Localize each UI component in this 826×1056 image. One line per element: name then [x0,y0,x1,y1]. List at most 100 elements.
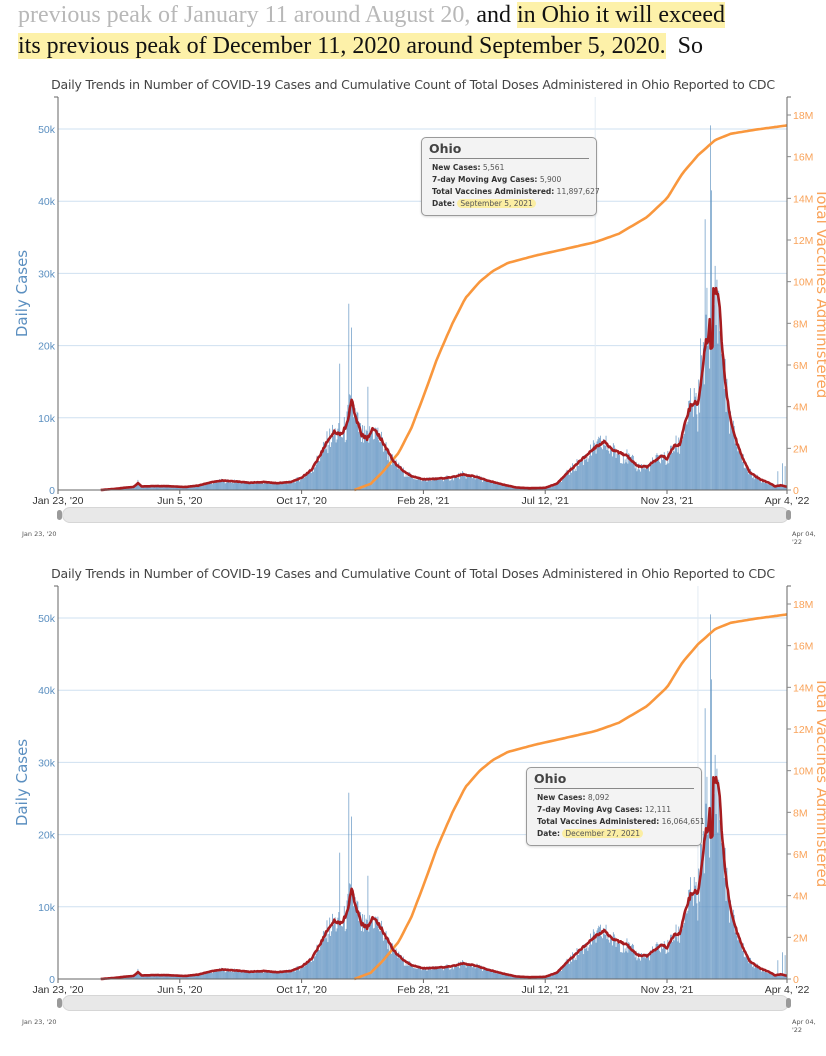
tooltip-new-cases: New Cases: 8,092 [534,792,694,804]
new-cases-bar [376,428,377,490]
range-slider-track[interactable] [62,507,789,523]
new-cases-bar [348,793,349,979]
range-slider-left-handle[interactable] [57,510,62,520]
new-cases-bar [319,461,320,490]
new-cases-bar [220,971,221,979]
new-cases-bar [417,480,418,490]
new-cases-bar [647,955,648,979]
new-cases-bar [715,755,716,979]
covid-chart-2[interactable]: Daily Trends in Number of COVID-19 Cases… [0,566,826,1056]
new-cases-bar [568,473,569,490]
new-cases-bar [644,955,645,979]
new-cases-bar [584,455,585,490]
new-cases-bar [310,472,311,490]
y2-tick-label: 18M [793,599,813,611]
new-cases-bar [472,967,473,979]
new-cases-bar [687,424,688,490]
new-cases-bar [739,942,740,979]
new-cases-bar [637,960,638,979]
new-cases-bar [418,478,419,490]
new-cases-bar [425,969,426,979]
range-slider-right-handle[interactable] [786,510,791,520]
new-cases-bar [303,966,304,979]
chart-svg[interactable]: 010k20k30k40k50k02M4M6M8M10M12M14M16M18M… [0,77,826,567]
new-cases-bar [438,479,439,490]
range-slider-track[interactable] [62,995,789,1011]
new-cases-bar [660,952,661,979]
new-cases-bar [648,464,649,490]
new-cases-bar [391,465,392,490]
new-cases-bar [661,454,662,490]
new-cases-bar [478,966,479,979]
new-cases-bar [430,969,431,979]
new-cases-bar [405,477,406,490]
new-cases-bar [453,969,454,979]
new-cases-bar [710,125,711,490]
new-cases-bar [591,456,592,490]
new-cases-bar [620,463,621,490]
new-cases-bar [669,455,670,490]
new-cases-bar [280,973,281,979]
new-cases-bar [404,966,405,979]
new-cases-bar [639,959,640,979]
new-cases-bar [261,482,262,490]
new-cases-bar [338,429,339,490]
new-cases-bar [414,479,415,490]
new-cases-bar [492,972,493,979]
new-cases-bar [318,461,319,490]
new-cases-bar [266,972,267,979]
new-cases-bar [439,480,440,490]
new-cases-bar [500,974,501,979]
new-cases-bar [643,957,644,979]
new-cases-bar [363,443,364,490]
chart-svg[interactable]: 010k20k30k40k50k02M4M6M8M10M12M14M16M18M… [0,566,826,1056]
covid-chart-1[interactable]: Daily Trends in Number of COVID-19 Cases… [0,77,826,567]
new-cases-bar [249,973,250,979]
new-cases-bar [270,483,271,490]
new-cases-bar [626,951,627,979]
new-cases-bar [341,926,342,979]
y-tick-label: 50k [38,613,56,625]
new-cases-bar [240,483,241,490]
new-cases-bar [718,780,719,979]
new-cases-bar [387,451,388,490]
y2-tick-label: 8M [793,318,808,330]
new-cases-bar [377,925,378,979]
new-cases-bar [742,951,743,979]
new-cases-bar [754,479,755,490]
new-cases-bar [737,940,738,979]
new-cases-bar [699,902,700,979]
new-cases-bar [649,960,650,979]
new-cases-bar [475,968,476,979]
new-cases-bar [674,451,675,490]
new-cases-bar [212,484,213,490]
new-cases-bar [721,354,722,490]
new-cases-bar [708,825,709,979]
new-cases-bar [438,478,439,490]
new-cases-bar [737,446,738,490]
new-cases-bar [340,922,341,979]
range-slider-left-handle[interactable] [57,998,62,1008]
new-cases-bar [585,460,586,490]
new-cases-bar [661,943,662,979]
new-cases-bar [709,369,710,490]
new-cases-bar [429,480,430,490]
x-tick-label: Apr 4, '22 [765,495,810,507]
new-cases-bar [630,946,631,979]
new-cases-bar [724,389,725,490]
new-cases-bar [218,482,219,490]
new-cases-bar [674,940,675,979]
new-cases-bar [449,970,450,979]
new-cases-bar [338,918,339,979]
new-cases-bar [404,477,405,490]
new-cases-bar [380,931,381,979]
range-slider-right-handle[interactable] [786,998,791,1008]
new-cases-bar [439,969,440,979]
new-cases-bar [737,935,738,979]
new-cases-bar [696,882,697,979]
new-cases-bar [693,906,694,979]
new-cases-bar [763,971,764,979]
new-cases-bar [716,325,717,490]
new-cases-bar [756,965,757,979]
new-cases-bar [617,454,618,490]
